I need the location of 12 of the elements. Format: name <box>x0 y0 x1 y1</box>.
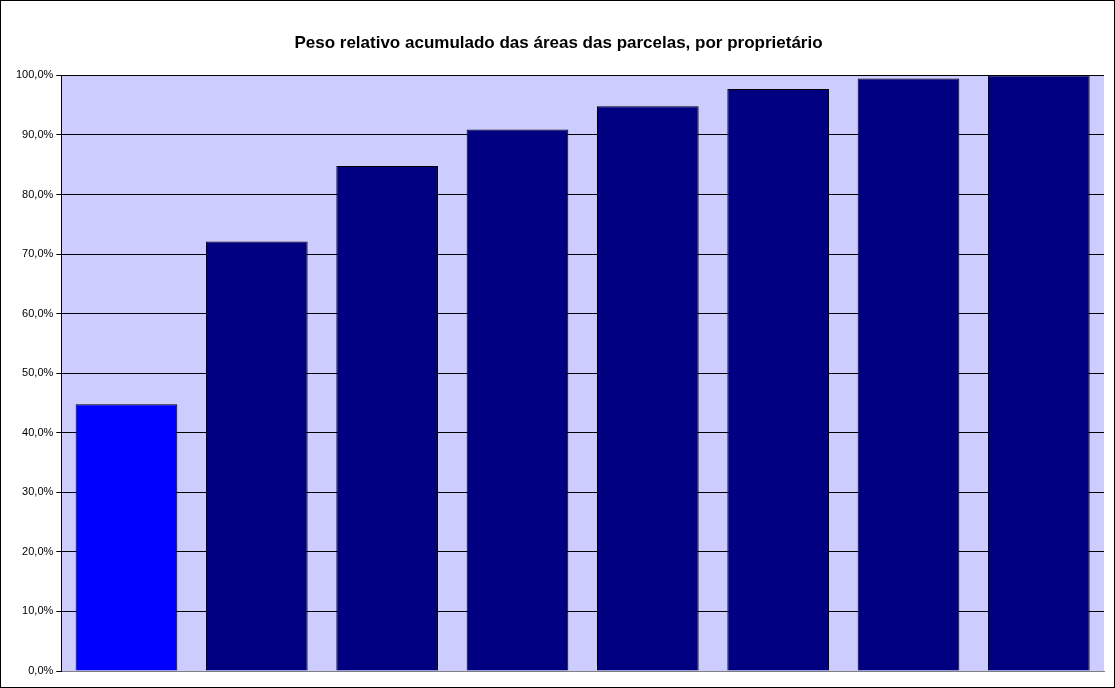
y-tick-label: 20,0% <box>22 544 54 557</box>
y-tick-label: 50,0% <box>22 366 54 379</box>
y-tick-label: 100,0% <box>16 68 54 81</box>
y-tick-label: 70,0% <box>22 247 54 260</box>
y-tick-label: 40,0% <box>22 425 54 438</box>
y-tick-label: 60,0% <box>22 306 54 319</box>
y-tick-label: 30,0% <box>22 485 54 498</box>
y-tick-label: 90,0% <box>22 127 54 140</box>
y-tick-label: 80,0% <box>22 187 54 200</box>
chart-title: Peso relativo acumulado das áreas das parcelas, por proprietário <box>294 32 823 52</box>
y-tick-label: 0,0% <box>28 664 54 677</box>
y-tick-label: 10,0% <box>22 604 54 617</box>
